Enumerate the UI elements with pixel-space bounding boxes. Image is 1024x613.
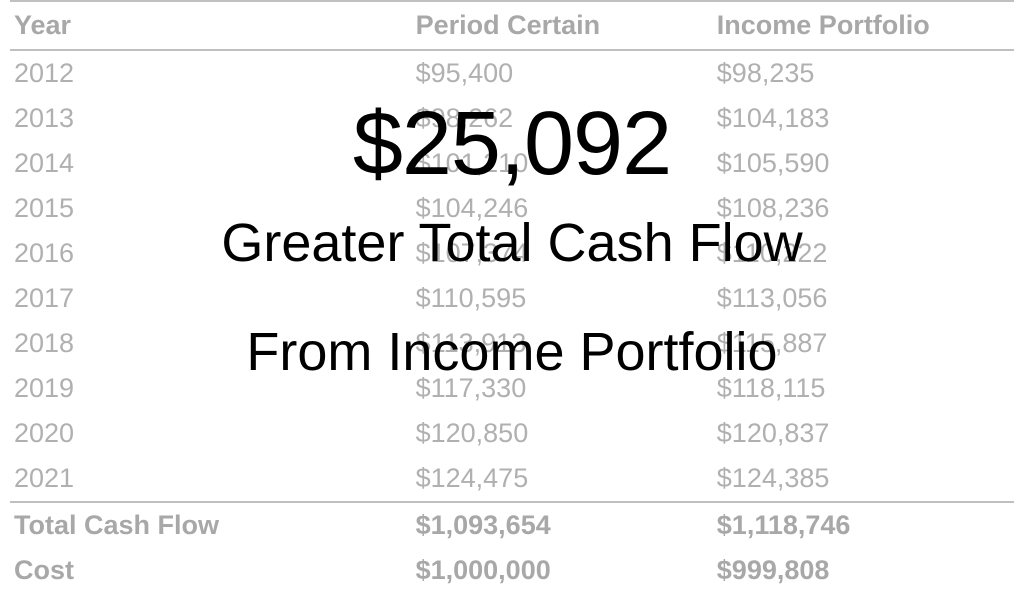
- cell-year: 2016: [10, 231, 412, 276]
- cell-year: 2012: [10, 50, 412, 96]
- cell-period: $98,262: [412, 96, 713, 141]
- summary-row-cost: Cost $1,000,000 $999,808: [10, 548, 1014, 593]
- cell-income: $999,808: [713, 548, 1014, 593]
- cell-income: $1,118,746: [713, 502, 1014, 548]
- cell-income: $98,235: [713, 50, 1014, 96]
- cell-year: 2019: [10, 366, 412, 411]
- cell-period: $95,400: [412, 50, 713, 96]
- cell-income: $124,385: [713, 456, 1014, 502]
- cell-income: $115,887: [713, 321, 1014, 366]
- cell-period: $107,374: [412, 231, 713, 276]
- table-row: 2019 $117,330 $118,115: [10, 366, 1014, 411]
- cell-income: $105,590: [713, 141, 1014, 186]
- cell-income: $118,115: [713, 366, 1014, 411]
- cell-period: $101,210: [412, 141, 713, 186]
- cell-income: $113,056: [713, 276, 1014, 321]
- table-row: 2013 $98,262 $104,183: [10, 96, 1014, 141]
- cell-year: 2017: [10, 276, 412, 321]
- table-header-row: Year Period Certain Income Portfolio: [10, 1, 1014, 50]
- cell-year: 2013: [10, 96, 412, 141]
- cell-income: $120,837: [713, 411, 1014, 456]
- header-period-certain: Period Certain: [412, 1, 713, 50]
- table-row: 2014 $101,210 $105,590: [10, 141, 1014, 186]
- header-year: Year: [10, 1, 412, 50]
- comparison-table-container: Year Period Certain Income Portfolio 201…: [0, 0, 1024, 593]
- cell-period: $113,913: [412, 321, 713, 366]
- cell-year: 2018: [10, 321, 412, 366]
- header-income-portfolio: Income Portfolio: [713, 1, 1014, 50]
- summary-row-total: Total Cash Flow $1,093,654 $1,118,746: [10, 502, 1014, 548]
- cell-income: $110,222: [713, 231, 1014, 276]
- cell-year: 2015: [10, 186, 412, 231]
- table-row: 2020 $120,850 $120,837: [10, 411, 1014, 456]
- cell-income: $108,236: [713, 186, 1014, 231]
- cell-period: $110,595: [412, 276, 713, 321]
- cell-period: $117,330: [412, 366, 713, 411]
- comparison-table: Year Period Certain Income Portfolio 201…: [10, 0, 1014, 593]
- cell-year: 2014: [10, 141, 412, 186]
- cell-income: $104,183: [713, 96, 1014, 141]
- cell-period: $1,093,654: [412, 502, 713, 548]
- table-row: 2021 $124,475 $124,385: [10, 456, 1014, 502]
- cell-period: $1,000,000: [412, 548, 713, 593]
- cell-label: Cost: [10, 548, 412, 593]
- cell-year: 2020: [10, 411, 412, 456]
- cell-period: $124,475: [412, 456, 713, 502]
- table-row: 2016 $107,374 $110,222: [10, 231, 1014, 276]
- table-row: 2015 $104,246 $108,236: [10, 186, 1014, 231]
- cell-period: $120,850: [412, 411, 713, 456]
- table-row: 2017 $110,595 $113,056: [10, 276, 1014, 321]
- table-row: 2018 $113,913 $115,887: [10, 321, 1014, 366]
- table-row: 2012 $95,400 $98,235: [10, 50, 1014, 96]
- cell-year: 2021: [10, 456, 412, 502]
- cell-period: $104,246: [412, 186, 713, 231]
- cell-label: Total Cash Flow: [10, 502, 412, 548]
